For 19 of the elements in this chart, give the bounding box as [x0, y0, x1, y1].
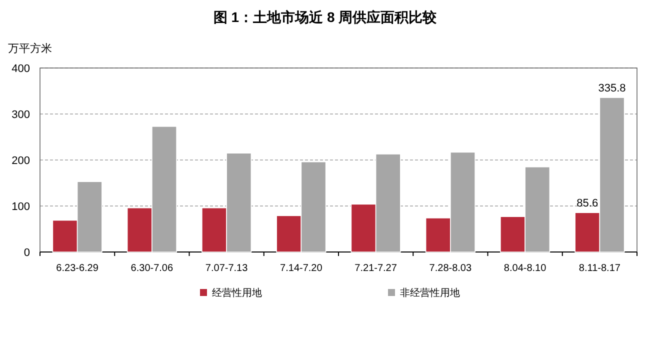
y-tick-label: 100: [12, 201, 30, 213]
x-tick-label: 8.11-8.17: [578, 263, 621, 274]
x-tick-label: 8.04-8.10: [504, 263, 547, 274]
data-label: 335.8: [598, 82, 626, 95]
y-tick-label: 200: [12, 155, 30, 167]
legend-label: 经营性用地: [212, 287, 262, 299]
legend-label: 非经营性用地: [400, 287, 460, 299]
x-tick-label: 6.30-7.06: [130, 263, 174, 274]
y-tick-label: 300: [12, 109, 30, 121]
x-tick-label: 7.28-8.03: [429, 263, 472, 274]
y-tick-label: 0: [24, 247, 30, 259]
x-tick-label: 7.14-7.20: [280, 263, 323, 274]
x-tick-label: 7.21-7.27: [354, 263, 398, 274]
data-label: 85.6: [576, 198, 598, 210]
chart-title: 图 1：土地市场近 8 周供应面积比较: [213, 9, 438, 25]
x-tick-label: 7.07-7.13: [205, 263, 248, 274]
x-tick-label: 6.23-6.29: [56, 263, 99, 274]
y-tick-label: 400: [12, 63, 30, 75]
y-axis-title: 万平方米: [8, 42, 52, 55]
